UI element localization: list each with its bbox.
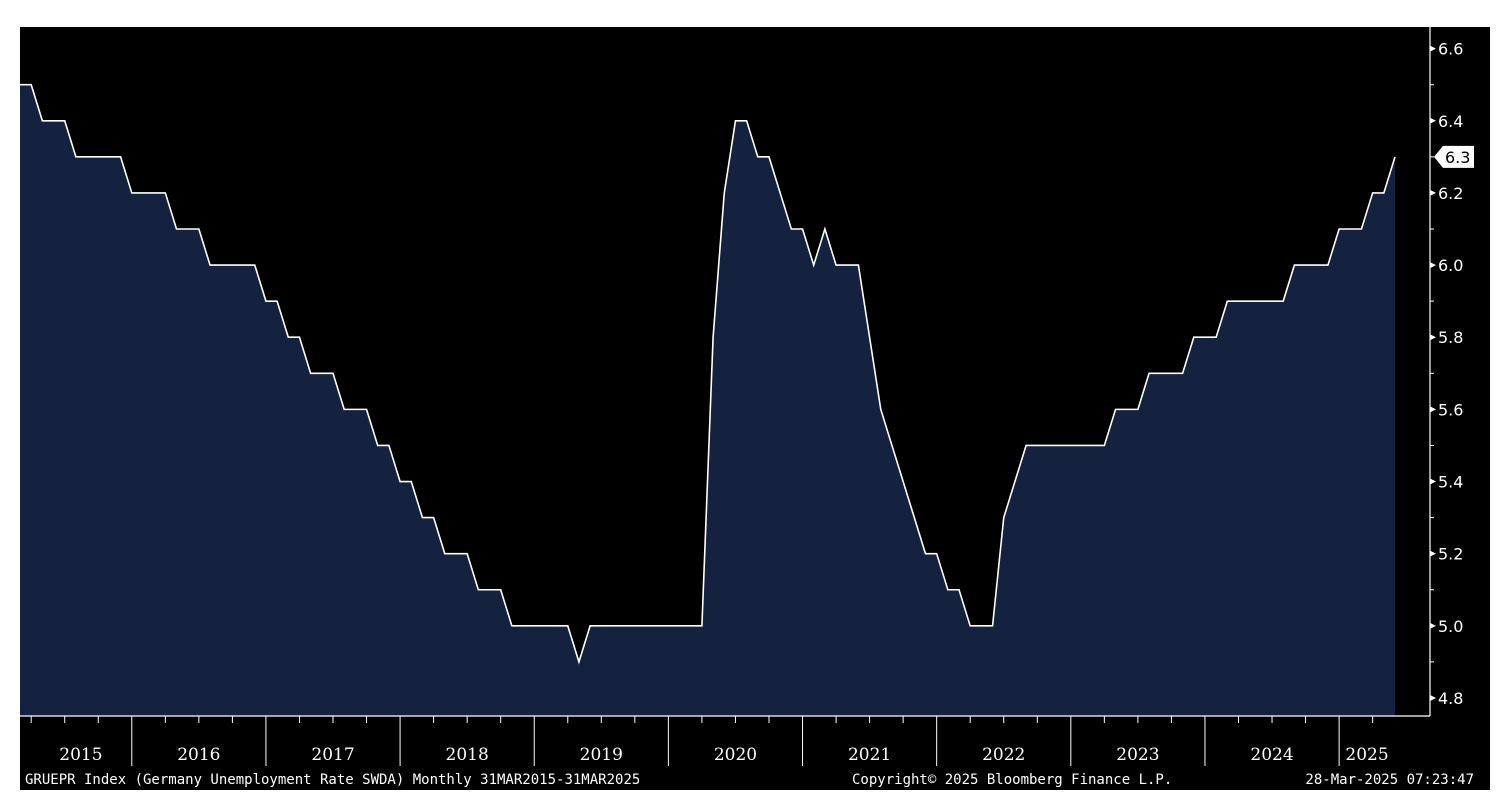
y-major-tick (1430, 694, 1436, 701)
x-tick-label: 2016 (177, 745, 220, 765)
y-tick-label: 6.6 (1438, 40, 1463, 59)
last-value-arrow (1434, 145, 1474, 168)
footer-timestamp: 28-Mar-2025 07:23:47 (1305, 772, 1474, 788)
x-tick-label: 2023 (1116, 745, 1159, 765)
x-axis-ticks: 2015 2016 2017 2018 2019 2020 2021 2022 2023 2024… (30, 716, 1389, 766)
last-value-marker: 6.3 (1434, 145, 1474, 168)
y-major-tick (1430, 45, 1436, 52)
y-major-tick (1430, 334, 1436, 341)
y-major-tick (1430, 406, 1436, 413)
y-tick-label: 6.2 (1438, 184, 1463, 203)
last-value-label: 6.3 (1445, 148, 1470, 167)
y-axis-ticks: 4.8 5.0 5.2 5.4 5.6 5.8 6.0 6.2 6.4 6.6 (1430, 40, 1463, 708)
x-tick-label: 2017 (311, 745, 354, 765)
footer-description: GRUEPR Index (Germany Unemployment Rate … (25, 772, 640, 788)
y-major-tick (1430, 117, 1436, 124)
series-line (20, 83, 1396, 665)
series-area (20, 84, 1395, 717)
y-tick-label: 6.0 (1438, 256, 1463, 275)
x-tick-label: 2025 (1345, 745, 1388, 765)
y-major-tick (1430, 550, 1436, 557)
x-tick-label: 2015 (59, 745, 102, 765)
x-tick-label: 2022 (982, 745, 1025, 765)
y-tick-label: 5.6 (1438, 400, 1463, 419)
y-tick-label: 5.0 (1438, 617, 1463, 636)
y-major-tick (1430, 189, 1436, 196)
x-tick-label: 2018 (446, 745, 489, 765)
y-tick-label: 4.8 (1438, 689, 1463, 708)
y-major-tick (1430, 262, 1436, 269)
y-major-tick (1430, 622, 1436, 629)
plot-area (20, 83, 1396, 717)
y-major-tick (1430, 478, 1436, 485)
y-tick-label: 5.4 (1438, 473, 1463, 492)
y-tick-label: 6.4 (1438, 112, 1463, 131)
x-tick-label: 2024 (1250, 745, 1293, 765)
x-tick-label: 2020 (714, 745, 757, 765)
x-tick-label: 2019 (580, 745, 623, 765)
y-tick-label: 5.2 (1438, 545, 1463, 564)
x-tick-label: 2021 (848, 745, 891, 765)
y-tick-label: 5.8 (1438, 328, 1463, 347)
footer-copyright: Copyright© 2025 Bloomberg Finance L.P. (852, 772, 1172, 788)
